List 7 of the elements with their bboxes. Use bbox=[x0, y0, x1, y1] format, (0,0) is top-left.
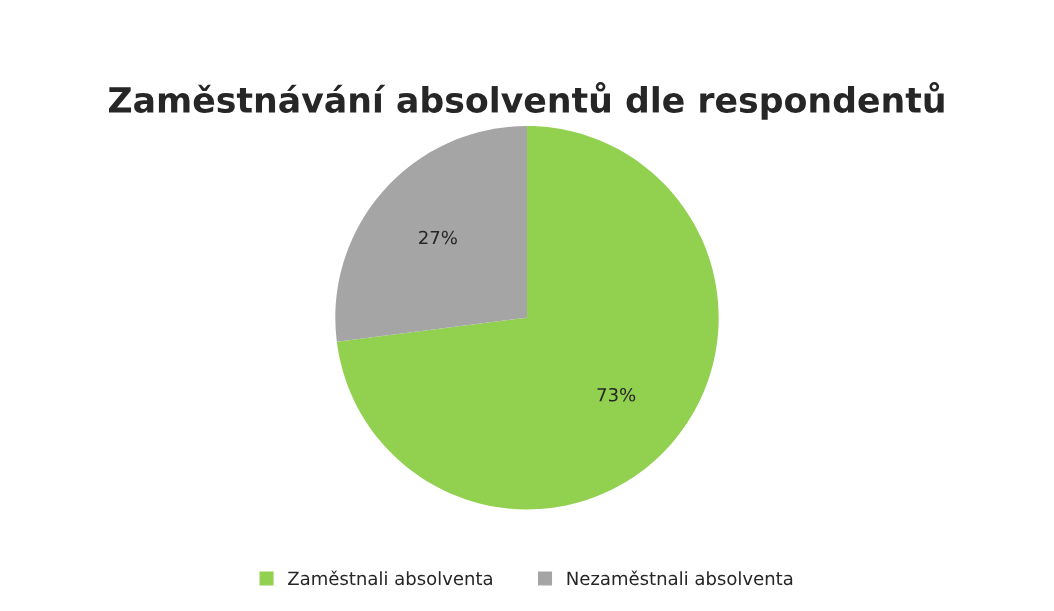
legend-label: Nezaměstnali absolventa bbox=[567, 570, 793, 586]
legend-label: Zaměstnali absolventa bbox=[288, 570, 492, 586]
data-label: 27% bbox=[419, 230, 457, 245]
chart-title: Zaměstnávání absolventů dle respondentů bbox=[108, 81, 944, 120]
pie-slice bbox=[336, 126, 719, 510]
data-label: 73% bbox=[597, 387, 636, 402]
pie-slice bbox=[335, 126, 527, 342]
